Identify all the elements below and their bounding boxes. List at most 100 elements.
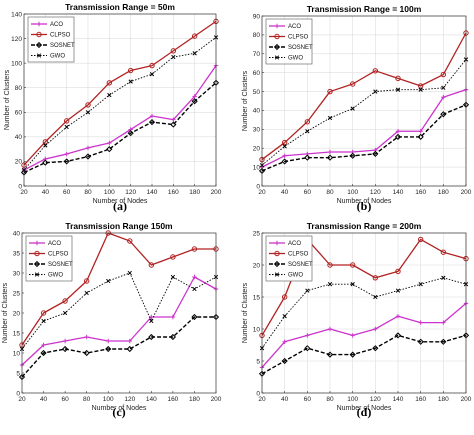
legend-marker-sosnet [35, 41, 43, 49]
chart-panel-4: 20 40 60 80 100 120 140 160 180 200 0 5 10 15 20 25 Tran… [242, 221, 472, 419]
data-point-sosnet [417, 133, 424, 140]
data-point-aco [107, 140, 112, 146]
y-tick-label: 40 [253, 108, 261, 115]
data-point-aco [41, 342, 46, 348]
x-tick-label: 60 [304, 396, 312, 403]
x-tick-label: 80 [84, 189, 92, 196]
y-tick-label: 35 [13, 250, 21, 257]
y-tick-label: 40 [13, 230, 21, 237]
legend-marker-clpso [36, 31, 42, 38]
data-point-sosnet [40, 349, 47, 357]
series-gwo [21, 35, 219, 173]
legend: ACO CLPSO SOSNET GWO [25, 235, 73, 282]
x-tick-label: 200 [211, 189, 222, 196]
data-point-sosnet [148, 119, 156, 126]
data-point-aco [418, 320, 423, 325]
x-axis-label: Number of Nodes [92, 405, 147, 412]
y-tick-label: 140 [11, 11, 22, 18]
x-tick-label: 200 [461, 189, 472, 196]
data-point-gwo [192, 286, 197, 292]
legend-marker-gwo [274, 272, 280, 277]
data-point-aco [149, 113, 155, 119]
data-point-aco [418, 129, 423, 134]
axes-frame [261, 232, 467, 394]
data-point-clpso [372, 68, 379, 74]
legend-marker-gwo [36, 53, 42, 58]
legend-marker-aco [274, 23, 280, 29]
x-tick-label: 180 [438, 396, 449, 403]
data-point-gwo [441, 85, 446, 90]
data-point-aco [127, 338, 132, 344]
data-point-sosnet [304, 154, 311, 161]
data-point-sosnet [148, 333, 155, 341]
chart-title: Transmission Range 150m [65, 221, 173, 231]
data-point-clpso [42, 139, 49, 145]
data-point-gwo [149, 318, 154, 324]
figure-caption: (d) [357, 405, 372, 419]
y-axis-label: Number of Clusters [4, 69, 11, 130]
data-point-clpso [62, 298, 68, 304]
legend-marker-sosnet [273, 43, 281, 51]
series-gwo [259, 275, 469, 351]
x-tick-label: 60 [61, 396, 69, 403]
x-tick-label: 140 [147, 189, 158, 196]
y-tick-label: 90 [253, 13, 261, 20]
y-tick-label: 100 [11, 60, 22, 67]
y-tick-label: 10 [253, 164, 261, 171]
data-point-sosnet [372, 150, 379, 157]
data-point-clpso [63, 118, 70, 124]
data-point-sosnet [281, 158, 288, 165]
data-point-sosnet [105, 345, 112, 353]
legend-label-gwo: GWO [288, 273, 303, 279]
legend-label-aco: ACO [48, 241, 61, 247]
data-point-clpso [395, 268, 401, 275]
data-point-clpso [40, 310, 47, 316]
legend-label-aco: ACO [288, 24, 301, 30]
y-tick-label: 0 [256, 183, 260, 190]
series-line-clpso [23, 20, 217, 166]
x-axis-label: Number of Nodes [93, 198, 148, 205]
data-point-aco [395, 314, 401, 319]
data-point-sosnet [191, 98, 198, 105]
data-point-gwo [85, 110, 91, 115]
legend-label-clpso: CLPSO [50, 33, 71, 39]
data-point-sosnet [394, 133, 402, 140]
data-point-aco [192, 274, 197, 280]
axes-frame [23, 13, 217, 187]
series-line-gwo [261, 277, 467, 349]
legend-marker-clpso [274, 250, 280, 257]
series-line-sosnet [261, 334, 467, 375]
data-point-clpso [281, 139, 288, 146]
data-point-gwo [395, 288, 401, 293]
chart-title: Transmission Range = 100m [307, 4, 422, 14]
data-point-gwo [441, 275, 446, 280]
data-point-gwo [282, 314, 287, 319]
y-axis-label: Number of Clusters [242, 282, 249, 343]
x-tick-label: 80 [83, 396, 91, 403]
y-tick-label: 120 [11, 36, 22, 43]
legend-label-clpso: CLPSO [288, 252, 309, 258]
data-point-gwo [43, 143, 48, 148]
y-tick-label: 30 [13, 270, 21, 277]
y-tick-label: 70 [253, 51, 261, 58]
data-point-aco [170, 314, 176, 320]
x-tick-label: 120 [370, 396, 381, 403]
data-point-sosnet [42, 159, 49, 166]
data-point-clpso [417, 236, 424, 243]
legend-label-clpso: CLPSO [288, 35, 309, 41]
data-point-gwo [64, 124, 69, 130]
x-tick-label: 180 [189, 396, 200, 403]
x-tick-label: 200 [461, 396, 472, 403]
x-tick-label: 200 [211, 396, 222, 403]
x-tick-label: 80 [326, 189, 334, 196]
x-tick-label: 100 [347, 396, 358, 403]
data-point-clpso [440, 71, 447, 78]
data-point-clpso [191, 33, 198, 39]
data-point-gwo [350, 282, 355, 287]
legend-marker-gwo [274, 55, 280, 60]
data-point-clpso [440, 249, 447, 255]
legend: ACO CLPSO SOSNET GWO [27, 16, 75, 63]
data-point-gwo [128, 79, 133, 84]
x-tick-label: 160 [415, 189, 426, 196]
